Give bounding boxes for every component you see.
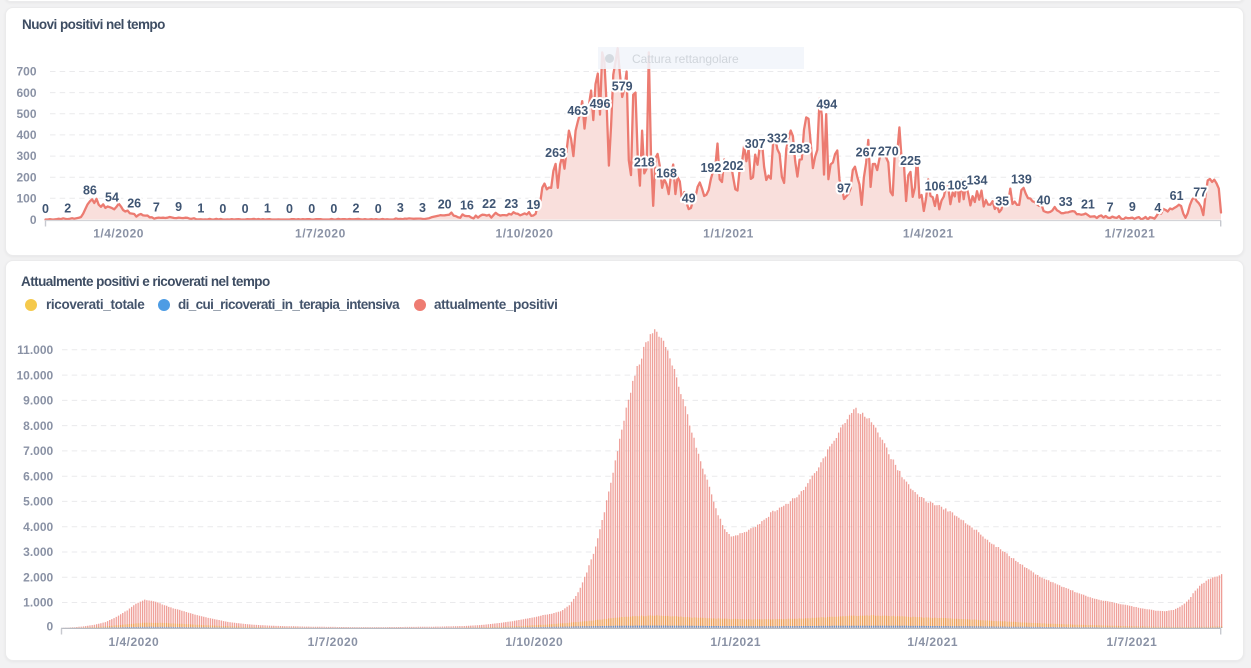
svg-text:218: 218 bbox=[634, 156, 655, 170]
svg-text:0: 0 bbox=[219, 202, 226, 216]
svg-text:7: 7 bbox=[153, 200, 160, 214]
svg-text:1/10/2020: 1/10/2020 bbox=[505, 635, 563, 649]
svg-text:2: 2 bbox=[353, 201, 360, 215]
svg-text:1/4/2021: 1/4/2021 bbox=[907, 635, 958, 649]
svg-text:26: 26 bbox=[127, 196, 141, 210]
svg-text:1/1/2021: 1/1/2021 bbox=[710, 635, 761, 649]
svg-text:1: 1 bbox=[264, 202, 271, 216]
svg-text:33: 33 bbox=[1059, 195, 1073, 209]
svg-text:307: 307 bbox=[745, 137, 766, 151]
svg-text:54: 54 bbox=[105, 190, 119, 204]
svg-text:168: 168 bbox=[656, 166, 677, 180]
svg-text:500: 500 bbox=[16, 107, 36, 121]
svg-text:2.000: 2.000 bbox=[23, 571, 53, 585]
svg-text:1/4/2020: 1/4/2020 bbox=[108, 635, 159, 649]
svg-text:263: 263 bbox=[545, 146, 566, 160]
svg-text:8.000: 8.000 bbox=[23, 419, 53, 433]
svg-text:5.000: 5.000 bbox=[23, 495, 53, 509]
svg-text:40: 40 bbox=[1037, 193, 1051, 207]
svg-text:0: 0 bbox=[308, 202, 315, 216]
svg-text:3: 3 bbox=[419, 201, 426, 215]
svg-text:0: 0 bbox=[286, 202, 293, 216]
svg-text:21: 21 bbox=[1081, 197, 1095, 211]
svg-text:1/7/2021: 1/7/2021 bbox=[1107, 635, 1158, 649]
svg-text:192: 192 bbox=[700, 161, 721, 175]
svg-text:0: 0 bbox=[242, 202, 249, 216]
svg-text:496: 496 bbox=[590, 97, 611, 111]
svg-text:109: 109 bbox=[947, 179, 968, 193]
svg-text:202: 202 bbox=[723, 159, 744, 173]
svg-text:86: 86 bbox=[83, 184, 97, 198]
svg-text:463: 463 bbox=[567, 104, 588, 118]
svg-text:494: 494 bbox=[816, 97, 837, 111]
svg-text:6.000: 6.000 bbox=[23, 469, 53, 483]
svg-text:332: 332 bbox=[767, 132, 788, 146]
svg-text:9: 9 bbox=[175, 200, 182, 214]
svg-text:283: 283 bbox=[789, 142, 810, 156]
svg-text:7.000: 7.000 bbox=[23, 444, 53, 458]
svg-text:9.000: 9.000 bbox=[23, 394, 53, 408]
svg-text:1/7/2020: 1/7/2020 bbox=[295, 227, 346, 241]
svg-text:400: 400 bbox=[16, 128, 36, 142]
svg-text:3.000: 3.000 bbox=[23, 545, 53, 559]
svg-text:0: 0 bbox=[42, 202, 49, 216]
svg-text:97: 97 bbox=[837, 181, 851, 195]
svg-text:270: 270 bbox=[878, 145, 899, 159]
svg-text:1/4/2020: 1/4/2020 bbox=[93, 227, 144, 241]
svg-text:1/10/2020: 1/10/2020 bbox=[496, 227, 554, 241]
svg-text:0: 0 bbox=[30, 213, 37, 227]
svg-text:100: 100 bbox=[16, 192, 36, 206]
svg-text:1: 1 bbox=[197, 202, 204, 216]
svg-text:134: 134 bbox=[967, 174, 988, 188]
svg-text:200: 200 bbox=[16, 170, 36, 184]
svg-text:225: 225 bbox=[900, 154, 921, 168]
svg-text:700: 700 bbox=[16, 65, 36, 79]
svg-text:77: 77 bbox=[1193, 186, 1207, 200]
svg-text:22: 22 bbox=[482, 197, 496, 211]
svg-text:1.000: 1.000 bbox=[23, 596, 53, 610]
svg-text:1/4/2021: 1/4/2021 bbox=[903, 227, 954, 241]
svg-text:267: 267 bbox=[856, 145, 877, 159]
svg-text:3: 3 bbox=[397, 201, 404, 215]
svg-text:600: 600 bbox=[16, 86, 36, 100]
svg-text:1/7/2021: 1/7/2021 bbox=[1105, 227, 1156, 241]
svg-text:1/7/2020: 1/7/2020 bbox=[308, 635, 359, 649]
svg-text:7: 7 bbox=[1107, 200, 1114, 214]
svg-text:10.000: 10.000 bbox=[16, 368, 53, 382]
svg-text:23: 23 bbox=[504, 197, 518, 211]
svg-text:139: 139 bbox=[1011, 172, 1032, 186]
svg-text:61: 61 bbox=[1170, 189, 1184, 203]
svg-text:579: 579 bbox=[612, 79, 633, 93]
svg-text:11.000: 11.000 bbox=[17, 343, 53, 357]
svg-text:0: 0 bbox=[375, 202, 382, 216]
svg-text:1/1/2021: 1/1/2021 bbox=[703, 227, 754, 241]
svg-text:35: 35 bbox=[995, 194, 1009, 208]
svg-text:0: 0 bbox=[47, 620, 54, 634]
svg-text:2: 2 bbox=[64, 201, 71, 215]
svg-text:49: 49 bbox=[682, 191, 696, 205]
svg-text:0: 0 bbox=[330, 202, 337, 216]
svg-text:4: 4 bbox=[1154, 201, 1161, 215]
svg-text:20: 20 bbox=[438, 198, 452, 212]
svg-text:4.000: 4.000 bbox=[23, 520, 53, 534]
svg-text:9: 9 bbox=[1129, 200, 1136, 214]
svg-text:19: 19 bbox=[526, 198, 540, 212]
svg-text:16: 16 bbox=[460, 198, 474, 212]
svg-text:106: 106 bbox=[925, 179, 946, 193]
svg-text:300: 300 bbox=[16, 149, 36, 163]
